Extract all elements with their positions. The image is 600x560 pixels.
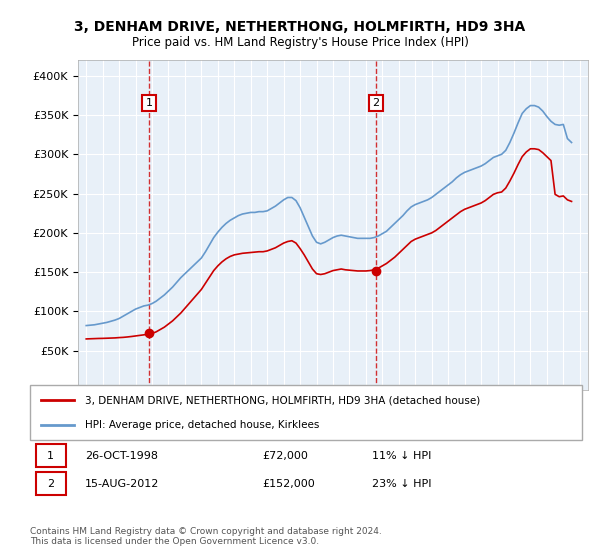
FancyBboxPatch shape bbox=[35, 473, 66, 495]
Text: 15-AUG-2012: 15-AUG-2012 bbox=[85, 479, 160, 489]
Text: 2: 2 bbox=[373, 98, 380, 108]
Text: 11% ↓ HPI: 11% ↓ HPI bbox=[372, 451, 431, 460]
Text: 1: 1 bbox=[47, 451, 54, 460]
FancyBboxPatch shape bbox=[30, 385, 582, 440]
FancyBboxPatch shape bbox=[35, 444, 66, 467]
Text: 2: 2 bbox=[47, 479, 54, 489]
Text: 26-OCT-1998: 26-OCT-1998 bbox=[85, 451, 158, 460]
Text: Contains HM Land Registry data © Crown copyright and database right 2024.
This d: Contains HM Land Registry data © Crown c… bbox=[30, 526, 382, 546]
Text: 3, DENHAM DRIVE, NETHERTHONG, HOLMFIRTH, HD9 3HA (detached house): 3, DENHAM DRIVE, NETHERTHONG, HOLMFIRTH,… bbox=[85, 395, 481, 405]
Text: Price paid vs. HM Land Registry's House Price Index (HPI): Price paid vs. HM Land Registry's House … bbox=[131, 36, 469, 49]
Text: £152,000: £152,000 bbox=[262, 479, 314, 489]
Text: 23% ↓ HPI: 23% ↓ HPI bbox=[372, 479, 432, 489]
Text: HPI: Average price, detached house, Kirklees: HPI: Average price, detached house, Kirk… bbox=[85, 419, 320, 430]
Text: 1: 1 bbox=[146, 98, 152, 108]
Text: £72,000: £72,000 bbox=[262, 451, 308, 460]
Text: 3, DENHAM DRIVE, NETHERTHONG, HOLMFIRTH, HD9 3HA: 3, DENHAM DRIVE, NETHERTHONG, HOLMFIRTH,… bbox=[74, 20, 526, 34]
